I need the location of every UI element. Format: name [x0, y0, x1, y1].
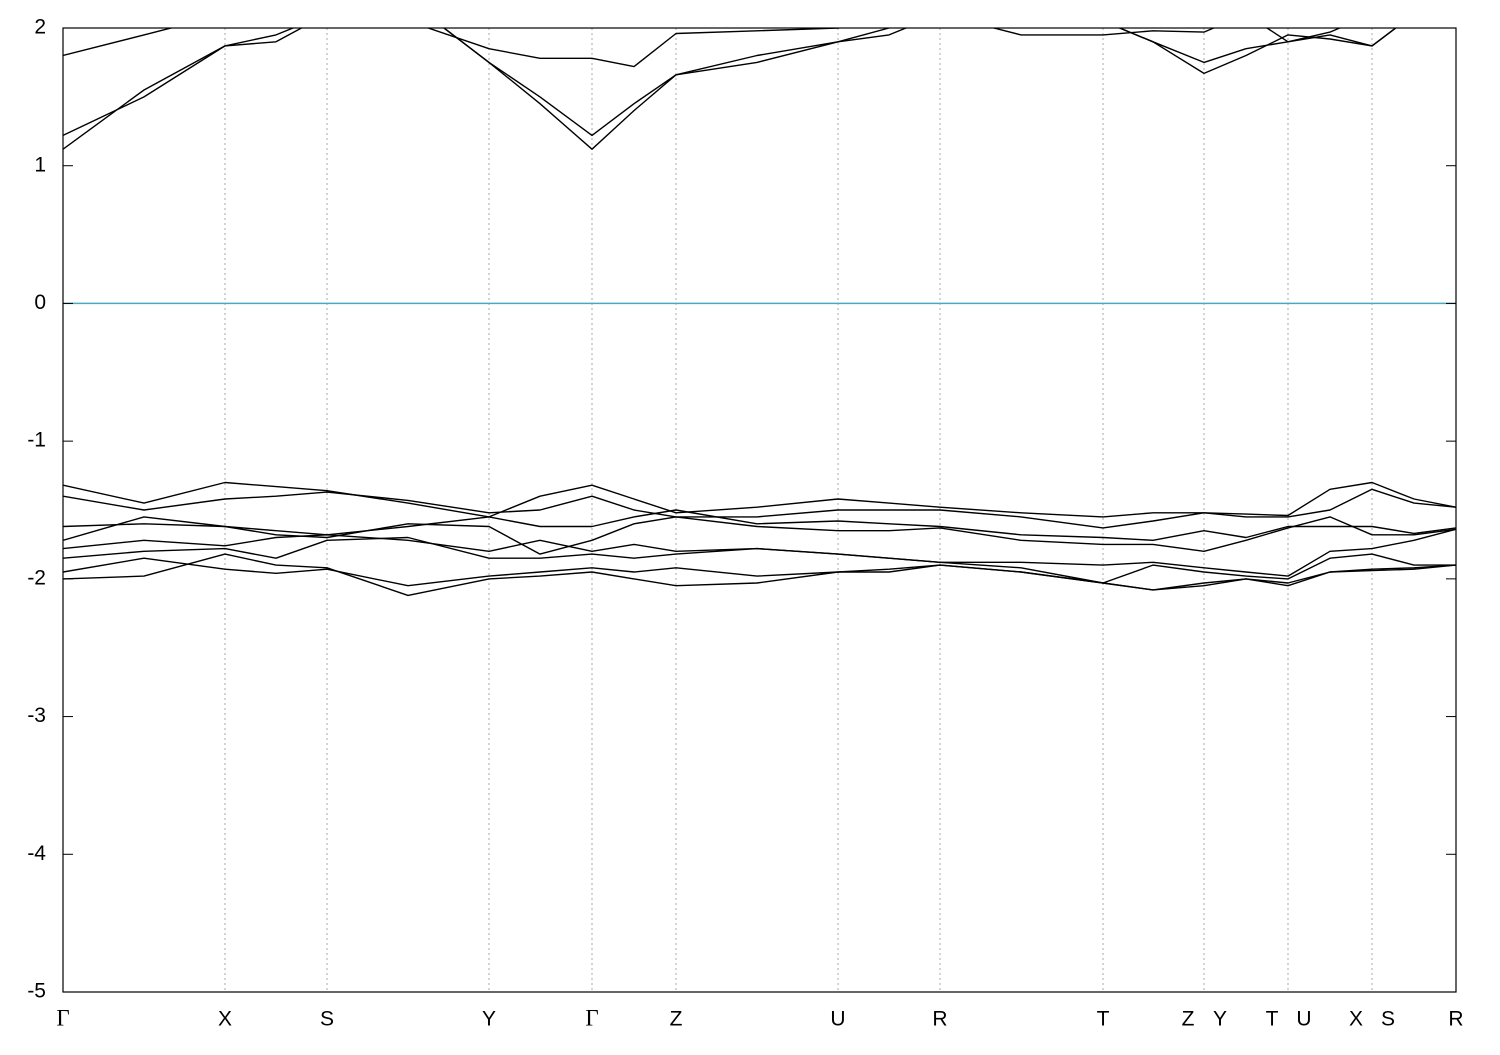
plot-frame [62, 27, 1457, 993]
y-tick-label: -1 [27, 429, 46, 452]
x-tick-label: R [932, 1008, 947, 1031]
x-tick-label: Z [670, 1008, 683, 1031]
x-tick-label: U [1296, 1008, 1311, 1031]
x-tick-label: T [1097, 1008, 1110, 1031]
y-tick-label: 0 [34, 291, 46, 314]
band-line [63, 516, 1456, 555]
x-tick-label: U [830, 1008, 845, 1031]
y-tick-label: -2 [27, 566, 46, 589]
x-tick-label: Y [1213, 1008, 1227, 1031]
x-tick-label: S [320, 1008, 334, 1031]
y-tick-label: 2 [34, 16, 46, 39]
band-line [63, 28, 1397, 137]
y-tick-label: -4 [27, 842, 46, 865]
x-tick-label: X [1349, 1008, 1363, 1031]
bands [63, 28, 1456, 597]
x-tick-label: S [1381, 1008, 1395, 1031]
x-tick-label: T [1266, 1008, 1279, 1031]
x-tick-label: Z [1182, 1008, 1195, 1031]
x-tick-label: X [218, 1008, 232, 1031]
band-line [63, 481, 1456, 518]
x-tick-label: R [1448, 1008, 1463, 1031]
band-line [63, 528, 1456, 577]
band-line [63, 557, 1456, 591]
y-tick-label: -3 [27, 704, 46, 727]
band-line [63, 28, 1397, 150]
band-line [63, 28, 1342, 68]
band-line [63, 488, 1456, 529]
band-line [63, 553, 1456, 597]
x-tick-label: Γ [585, 1005, 598, 1030]
grid [62, 28, 1457, 992]
y-tick-label: 1 [34, 153, 46, 176]
x-tick-label: Γ [56, 1005, 69, 1030]
y-tick-label: -5 [27, 980, 46, 1003]
x-tick-label: Y [482, 1008, 496, 1031]
band-line [63, 536, 1456, 584]
